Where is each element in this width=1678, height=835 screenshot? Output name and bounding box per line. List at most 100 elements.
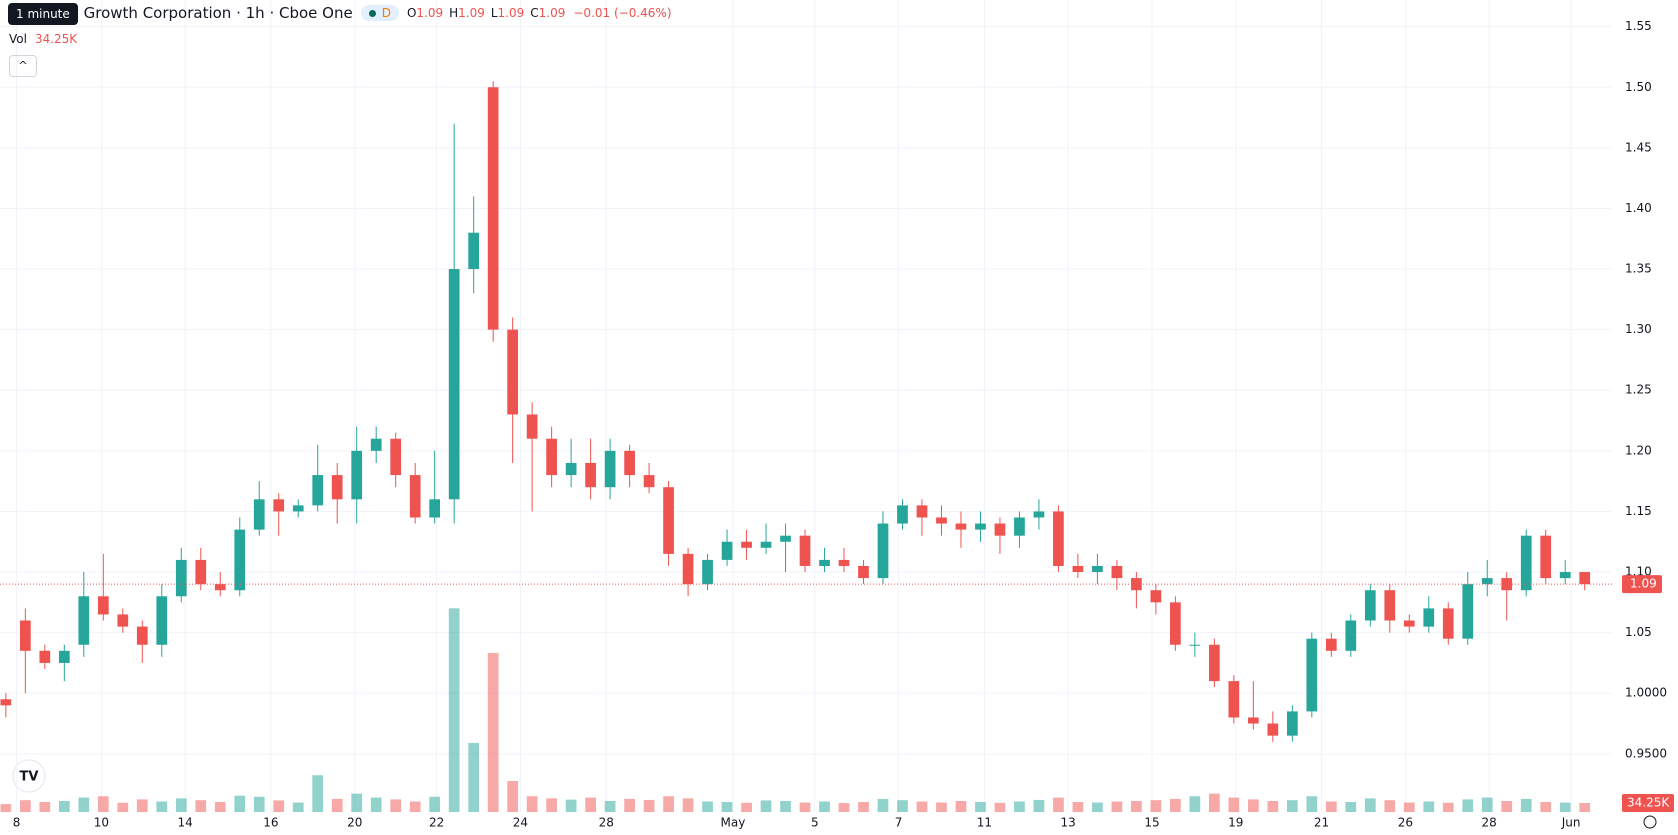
x-tick-label: 21 bbox=[1314, 816, 1329, 830]
candle-body bbox=[975, 523, 986, 530]
volume-bar bbox=[702, 801, 713, 812]
volume-bar bbox=[1384, 800, 1396, 812]
volume-bar bbox=[1481, 797, 1493, 812]
volume-bar bbox=[195, 800, 207, 812]
volume-bar bbox=[1247, 799, 1259, 812]
volume-bar bbox=[19, 800, 31, 812]
candle-body bbox=[1072, 565, 1084, 573]
collapse-button[interactable]: ^ bbox=[9, 55, 37, 77]
candle-body bbox=[1559, 572, 1571, 579]
ohlc-value: 1.09 bbox=[458, 6, 485, 20]
x-tick-label: 7 bbox=[895, 816, 903, 830]
market-status[interactable]: D bbox=[360, 5, 399, 21]
y-tick-label: 1.10 bbox=[1625, 565, 1652, 579]
candle-body bbox=[429, 499, 441, 518]
volume-bar bbox=[1267, 800, 1279, 812]
volume-bar bbox=[58, 800, 70, 812]
volume-bar bbox=[1540, 802, 1552, 812]
volume-bar bbox=[1033, 799, 1045, 812]
candle-body bbox=[780, 535, 791, 542]
candle-body bbox=[1209, 644, 1220, 682]
candle-body bbox=[526, 414, 538, 439]
volume-bar bbox=[273, 800, 285, 812]
candle-body bbox=[1033, 511, 1045, 518]
y-tick-label: 1.25 bbox=[1625, 383, 1652, 397]
ohlc-key: L bbox=[490, 6, 498, 20]
ohlc-key: O bbox=[406, 6, 417, 20]
volume-bar bbox=[1150, 800, 1162, 812]
settings-icon[interactable] bbox=[1643, 815, 1657, 829]
candle-body bbox=[1092, 565, 1103, 573]
volume-bar bbox=[546, 798, 557, 812]
x-tick-label: 13 bbox=[1061, 816, 1076, 830]
candle-body bbox=[448, 269, 460, 500]
candle-body bbox=[487, 87, 499, 330]
volume-bar bbox=[136, 799, 148, 812]
volume-bar bbox=[0, 804, 12, 812]
volume-bar bbox=[994, 802, 1006, 812]
volume-bar bbox=[565, 799, 577, 812]
ohlc-item: L1.09 bbox=[491, 6, 524, 20]
volume-bar bbox=[429, 796, 441, 812]
candle-body bbox=[1150, 590, 1162, 603]
ohlc-key: C bbox=[530, 6, 539, 20]
x-tick-label: Jun bbox=[1561, 816, 1581, 830]
candle-body bbox=[1481, 578, 1493, 585]
y-tick-label: 0.9500 bbox=[1625, 746, 1667, 760]
candle-body bbox=[819, 559, 830, 566]
volume-bar bbox=[858, 802, 869, 812]
volume-bar bbox=[351, 793, 363, 812]
candle-body bbox=[370, 438, 382, 451]
volume-bar bbox=[1072, 802, 1084, 812]
x-tick-label: 8 bbox=[13, 816, 21, 830]
candle-body bbox=[1345, 620, 1357, 651]
candle-body bbox=[175, 559, 187, 597]
x-tick-label: 11 bbox=[977, 816, 992, 830]
volume-bar bbox=[760, 800, 772, 812]
y-tick-label: 1.40 bbox=[1625, 201, 1652, 215]
candle-body bbox=[877, 523, 889, 579]
volume-bar bbox=[819, 801, 830, 812]
volume-bar bbox=[916, 801, 928, 812]
y-tick-label: 1.20 bbox=[1625, 443, 1652, 457]
volume-bar bbox=[1111, 801, 1123, 812]
volume-bar bbox=[1423, 801, 1435, 812]
volume-bar bbox=[955, 800, 967, 812]
candle-body bbox=[897, 505, 908, 524]
volume-bar bbox=[780, 800, 791, 812]
last-volume-label: 34.25K bbox=[1627, 796, 1670, 810]
candle-body bbox=[760, 541, 772, 548]
y-tick-label: 1.15 bbox=[1625, 504, 1652, 518]
candle-body bbox=[1403, 620, 1415, 627]
candle-body bbox=[253, 499, 265, 530]
volume-bar bbox=[390, 799, 402, 812]
x-tick-label: 5 bbox=[811, 816, 819, 830]
candle-body bbox=[936, 517, 947, 524]
ohlc-item: C1.09 bbox=[530, 6, 565, 20]
candle-body bbox=[273, 499, 285, 512]
ohlc-value: 1.09 bbox=[538, 6, 566, 20]
volume-bar bbox=[1520, 798, 1532, 812]
candle-body bbox=[78, 596, 90, 645]
symbol-title[interactable]: y Growth Corporation · 1h · Cboe One bbox=[70, 4, 353, 22]
ohlc-value: 1.09 bbox=[497, 6, 525, 20]
candle-body bbox=[1364, 590, 1376, 621]
y-tick-label: 1.30 bbox=[1625, 322, 1652, 336]
candle-body bbox=[390, 438, 402, 476]
volume-bar bbox=[1053, 797, 1064, 812]
last-price-box bbox=[1622, 575, 1662, 594]
y-tick-label: 1.0000 bbox=[1625, 686, 1667, 700]
volume-bar bbox=[1579, 803, 1591, 812]
volume-bar bbox=[156, 801, 168, 812]
volume-bar bbox=[1325, 801, 1337, 812]
volume-bar bbox=[370, 797, 382, 812]
x-tick-label: 28 bbox=[599, 816, 614, 830]
volume-bar bbox=[1462, 799, 1474, 812]
volume-bar bbox=[1306, 796, 1318, 812]
candle-body bbox=[507, 329, 519, 415]
x-tick-label: 24 bbox=[513, 816, 528, 830]
x-tick-label: 16 bbox=[263, 816, 278, 830]
volume-bar bbox=[214, 802, 226, 812]
volume-bar bbox=[897, 800, 908, 812]
